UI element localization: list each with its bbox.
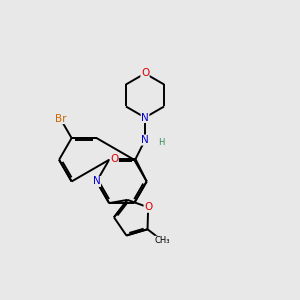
Text: O: O (141, 68, 149, 79)
Text: N: N (93, 176, 101, 186)
Text: H: H (158, 139, 164, 148)
Text: O: O (144, 202, 152, 212)
Text: CH₃: CH₃ (154, 236, 170, 245)
Text: Br: Br (55, 114, 66, 124)
Text: N: N (141, 112, 149, 122)
Text: N: N (141, 135, 149, 145)
Text: O: O (110, 154, 118, 164)
